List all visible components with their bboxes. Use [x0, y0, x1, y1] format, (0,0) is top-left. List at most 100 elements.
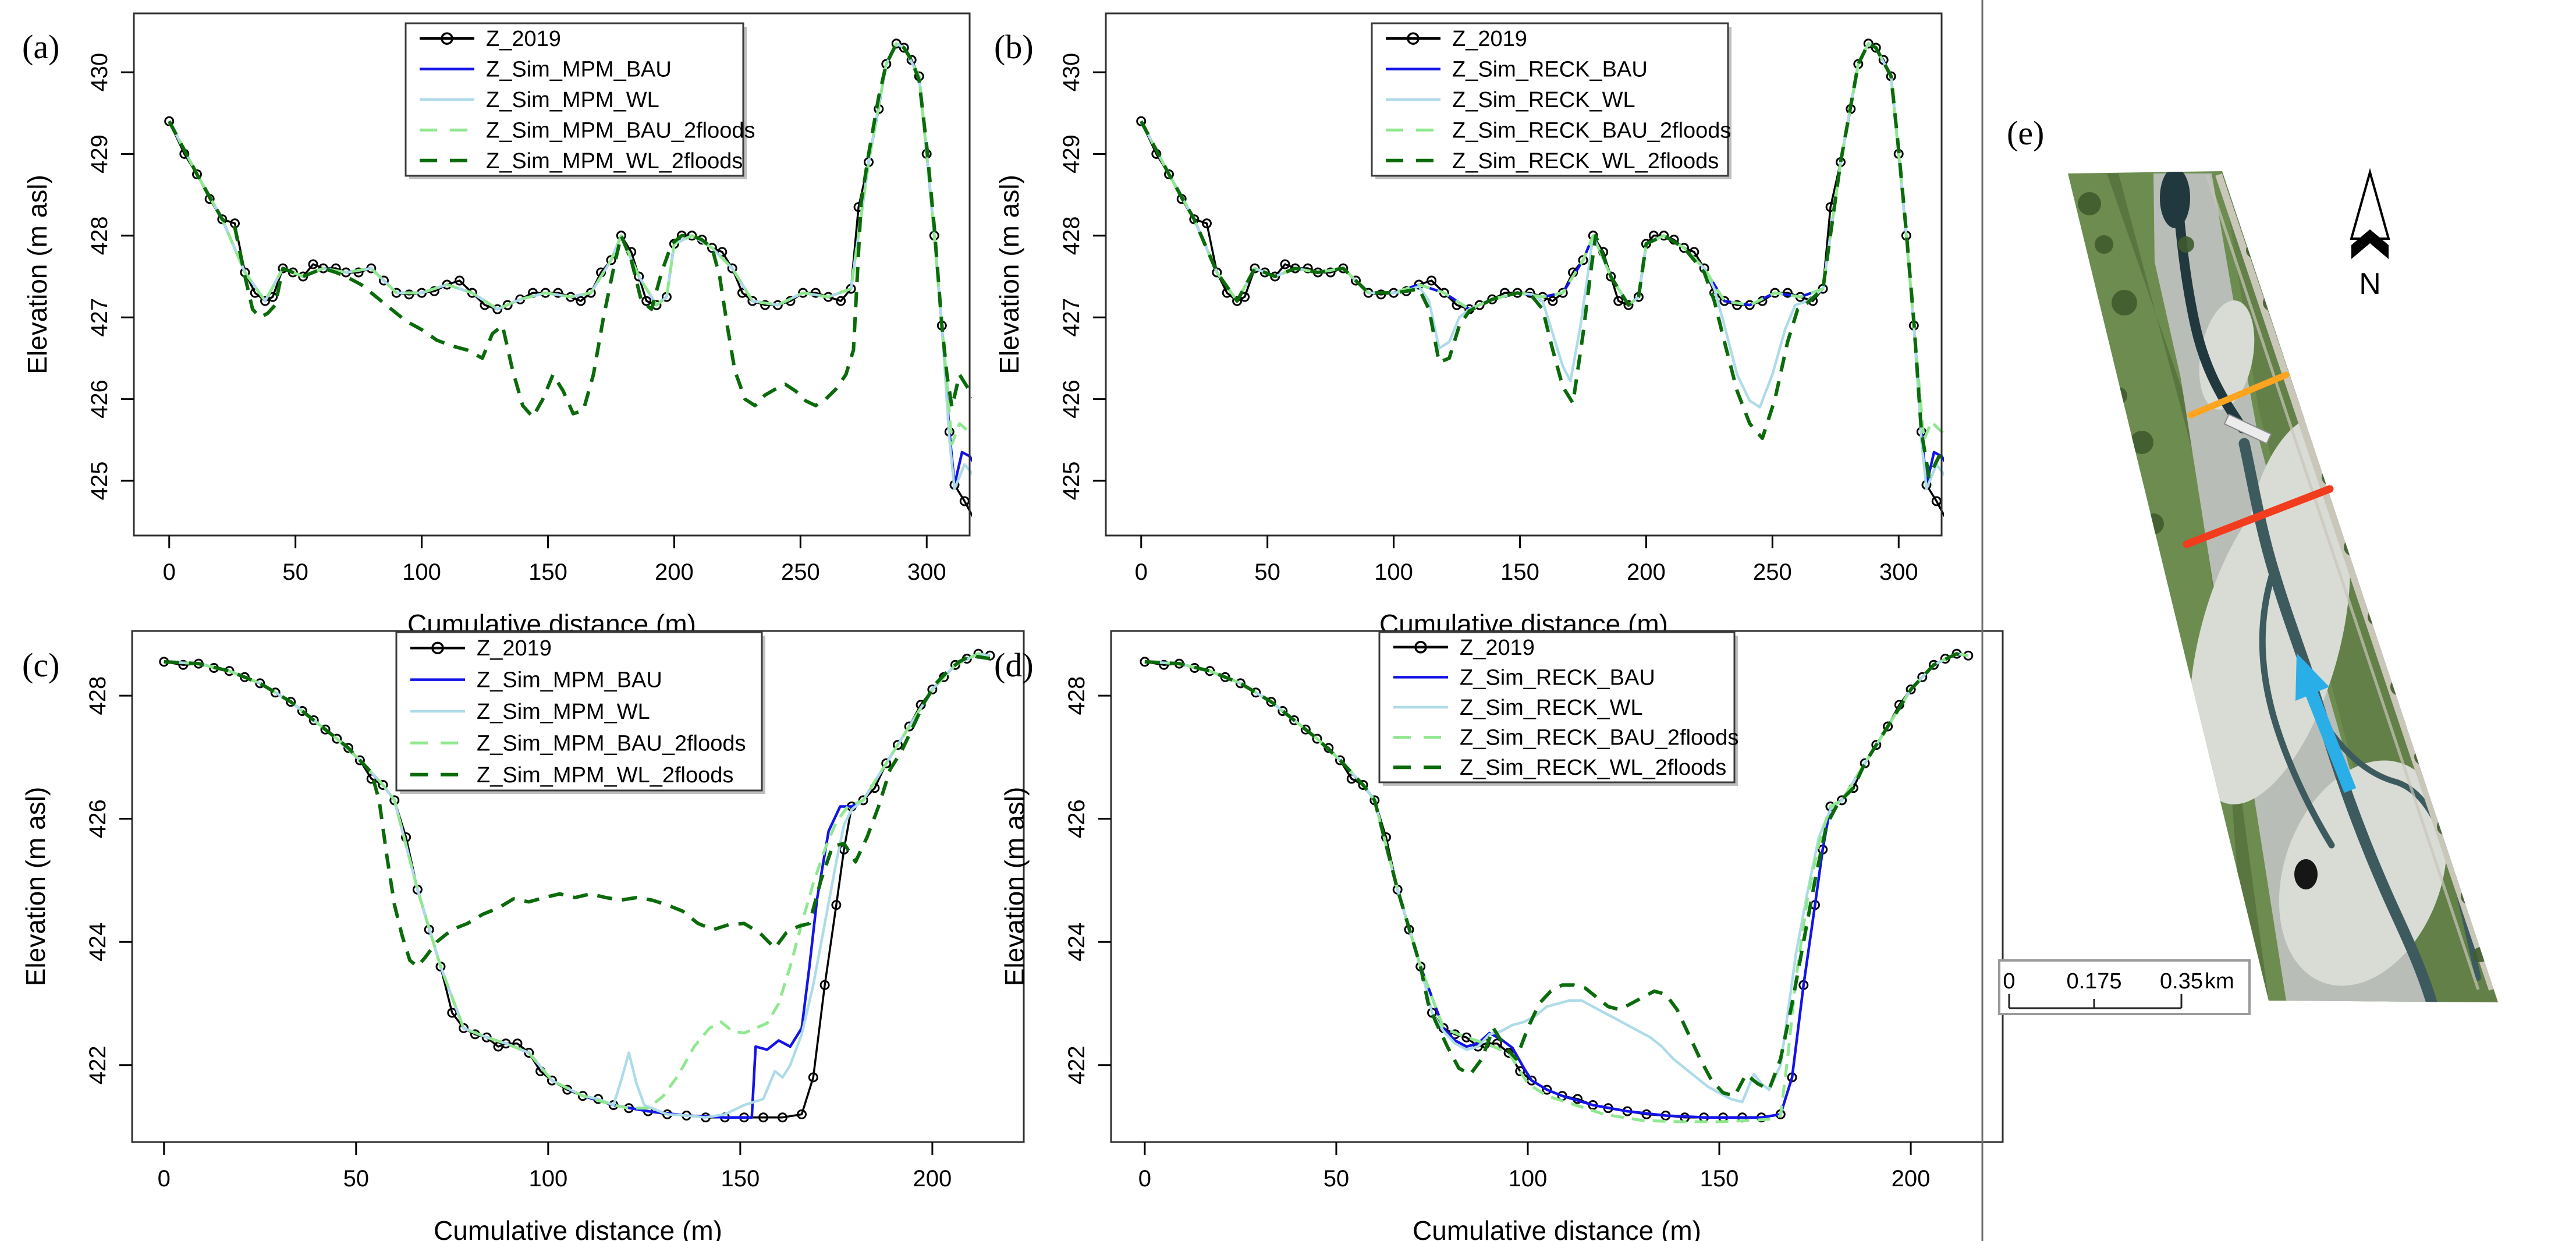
x-tick-label: 0 — [1135, 559, 1148, 585]
legend-item-label: Z_2019 — [477, 636, 552, 661]
legend-item-label: Z_Sim_RECK_WL — [1452, 88, 1635, 112]
legend-item-label: Z_Sim_MPM_BAU_2floods — [477, 731, 746, 756]
panel-d-chart: 0 50 100 150 200 422 424 426 428 Cumulative dista… — [994, 630, 2004, 1241]
y-tick-label: 426 — [1059, 380, 1084, 419]
plot-area — [1140, 648, 1974, 1123]
plot-area — [159, 648, 995, 1123]
y-tick-label: 428 — [85, 676, 111, 715]
north-label: N — [2359, 267, 2381, 301]
x-tick-label: 250 — [781, 559, 820, 585]
scale-bar-label: 0.175 — [2066, 969, 2121, 994]
x-tick-label: 150 — [528, 559, 567, 585]
panel-label-c: (c) — [22, 646, 59, 684]
legend-item-label: Z_Sim_MPM_WL_2floods — [486, 149, 743, 173]
y-tick-label: 427 — [87, 298, 112, 337]
y-axis-title: Elevation (m asl) — [20, 787, 51, 987]
x-tick-label: 250 — [1753, 559, 1792, 585]
legend-item-label: Z_Sim_MPM_WL_2floods — [477, 763, 733, 788]
legend-item-label: Z_2019 — [1452, 27, 1527, 51]
legend-item-label: Z_Sim_RECK_WL_2floods — [1452, 149, 1719, 173]
y-tick-label: 422 — [1064, 1045, 1090, 1084]
x-tick-label: 50 — [282, 559, 308, 585]
y-tick-label: 428 — [1059, 216, 1084, 255]
series-Z_Sim_RECK_WL_2floods — [1144, 652, 1969, 1098]
legend-item-label: Z_Sim_MPM_BAU — [477, 668, 662, 693]
y-tick-label: 424 — [1064, 923, 1090, 962]
y-axis-title: Elevation (m asl) — [994, 175, 1024, 374]
panel-label-d: (d) — [994, 646, 1034, 684]
plot-box — [131, 630, 1025, 1143]
y-axis-title: Elevation (m asl) — [999, 787, 1030, 987]
panel-e-map: (e) N 0 0.175 0.35 km — [1981, 0, 2498, 1241]
y-tick-label: 425 — [1059, 462, 1084, 501]
x-tick-label: 0 — [1138, 1166, 1151, 1192]
series-Z_Sim_RECK_BAU_2floods — [1144, 652, 1969, 1123]
x-tick-label: 50 — [1324, 1166, 1350, 1192]
legend-item-label: Z_Sim_MPM_BAU_2floods — [486, 118, 755, 143]
plot-box — [133, 12, 971, 537]
panel-label-a: (a) — [22, 28, 59, 66]
x-tick-label: 0 — [163, 559, 176, 585]
axes: 0 50 100 150 200 250 300 425 426 427 428 429 430 — [1059, 53, 1918, 585]
y-tick-label: 430 — [1059, 53, 1084, 92]
x-tick-label: 0 — [158, 1166, 171, 1192]
y-tick-label: 429 — [87, 134, 112, 173]
y-tick-label: 429 — [1059, 134, 1084, 173]
north-arrow-icon: N — [2350, 168, 2390, 301]
panel-b-chart: 0 50 100 150 200 250 300425426427428429430Cumu… — [994, 12, 1944, 639]
panel-c-chart: 0 50 100 150 200 422 424 426 428 Cumulative dista… — [20, 630, 1025, 1241]
legend-item-label: Z_Sim_RECK_WL_2floods — [1460, 756, 1726, 780]
legend-a: Z_2019 Z_Sim_MPM_BAU Z_Sim_MPM_WL Z_Sim_MPM… — [405, 22, 755, 179]
x-tick-label: 200 — [1892, 1166, 1931, 1192]
y-tick-label: 426 — [85, 799, 111, 838]
plot-area — [164, 38, 972, 517]
scale-bar-label: 0 — [2003, 969, 2015, 994]
x-tick-label: 150 — [1500, 559, 1539, 585]
panel-a-chart: 0 50 100 150 200 250 300425426427428429430Cumu… — [22, 12, 972, 639]
x-tick-label: 50 — [343, 1166, 370, 1192]
plot-box — [1110, 630, 2004, 1143]
x-axis-title: Cumulative distance (m) — [434, 1215, 722, 1241]
legend-item-label: Z_Sim_RECK_BAU_2floods — [1460, 726, 1738, 750]
y-tick-label: 424 — [85, 923, 111, 962]
upper-transect-line — [2187, 371, 2290, 419]
axes: 0 50 100 150 200 250 300 425 426 427 428 429 430 — [87, 53, 946, 585]
legend-item-label: Z_2019 — [1460, 636, 1535, 660]
legend-item-label: Z_Sim_RECK_BAU_2floods — [1452, 118, 1731, 143]
series-Z_Sim_RECK_WL_2floods — [1140, 41, 1944, 478]
x-tick-label: 100 — [402, 559, 441, 585]
panel-label-e: (e) — [2007, 114, 2044, 152]
legend-item-label: Z_Sim_MPM_WL — [477, 700, 650, 724]
y-tick-label: 430 — [87, 53, 112, 92]
x-tick-label: 100 — [1374, 559, 1413, 585]
y-tick-label: 427 — [1059, 298, 1084, 337]
legend-item-label: Z_Sim_RECK_BAU — [1452, 58, 1648, 82]
legend-item-label: Z_2019 — [486, 27, 561, 51]
x-tick-label: 100 — [528, 1166, 567, 1192]
x-tick-label: 150 — [1700, 1166, 1739, 1192]
y-tick-label: 428 — [87, 216, 112, 255]
y-tick-label: 425 — [87, 462, 112, 501]
y-tick-label: 426 — [87, 380, 112, 419]
axes: 0 50 100 150 200 422 424 426 428 — [85, 676, 952, 1192]
legend-d: Z_2019 Z_Sim_RECK_BAU Z_Sim_RECK_WL Z_Sim_R… — [1378, 631, 1738, 786]
map-annotations — [2183, 371, 2357, 793]
x-tick-label: 300 — [907, 559, 946, 585]
weir-structure — [2223, 413, 2272, 445]
legend-item-label: Z_Sim_MPM_BAU — [486, 58, 672, 82]
legend-item-label: Z_Sim_RECK_WL — [1460, 696, 1643, 720]
scale-bar-label: 0.35 — [2160, 969, 2203, 994]
aerial-photo — [2068, 171, 2498, 1002]
x-tick-label: 200 — [655, 559, 694, 585]
x-tick-label: 50 — [1254, 559, 1280, 585]
x-tick-label: 200 — [1627, 559, 1666, 585]
legend-b: Z_2019 Z_Sim_RECK_BAU Z_Sim_RECK_WL Z_Sim_R… — [1371, 22, 1731, 179]
plot-area — [1136, 38, 1944, 517]
flow-arrow-icon — [2295, 653, 2357, 793]
y-tick-label: 422 — [85, 1045, 111, 1084]
x-axis-title: Cumulative distance (m) — [1413, 1215, 1701, 1241]
plot-box — [1105, 12, 1943, 537]
y-tick-label: 428 — [1064, 676, 1090, 715]
